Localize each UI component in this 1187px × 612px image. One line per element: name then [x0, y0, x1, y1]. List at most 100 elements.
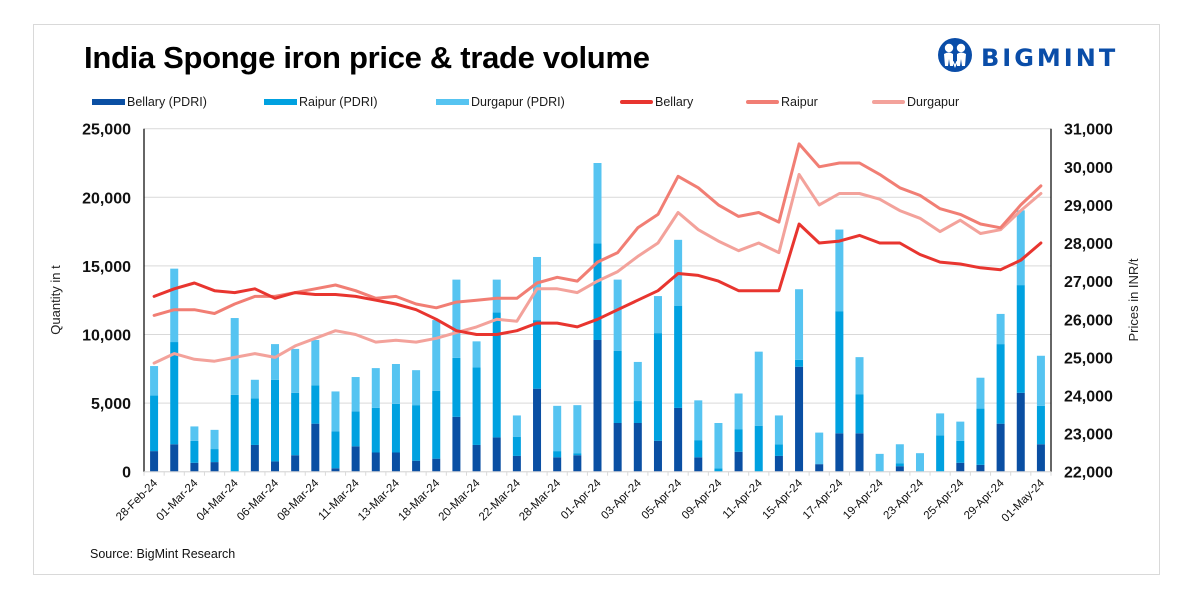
bar-durgapur-pdri	[976, 377, 985, 409]
bar-bellary-pdri	[815, 464, 824, 472]
x-tick-label: 28-Mar-24	[517, 477, 563, 523]
legend-line-bellary	[620, 100, 653, 104]
bar-raipur-pdri	[714, 468, 723, 472]
y-tick-label: 0	[122, 465, 131, 482]
bar-bellary-pdri	[573, 455, 582, 472]
legend-line-raipur	[746, 100, 779, 104]
y2-tick-label: 23,000	[1064, 427, 1113, 444]
legend-swatch-durgapur-pdri	[436, 99, 469, 105]
legend-item-bellary-pdri: Bellary (PDRI)	[92, 95, 207, 109]
y2-tick-label: 28,000	[1064, 236, 1113, 253]
bar-durgapur-pdri	[210, 429, 219, 450]
bar-durgapur-pdri	[653, 296, 662, 334]
bar-raipur-pdri	[512, 436, 521, 456]
bigmint-people-logo-icon	[937, 37, 973, 78]
bar-durgapur-pdri	[432, 320, 441, 391]
bar-bellary-pdri	[271, 461, 280, 472]
x-tick-label: 13-Mar-24	[356, 477, 402, 523]
bar-bellary-pdri	[351, 446, 360, 472]
chart-legend: Bellary (PDRI) Raipur (PDRI) Durgapur (P…	[0, 95, 1187, 113]
bar-raipur-pdri	[250, 398, 259, 445]
bar-bellary-pdri	[412, 460, 421, 472]
bar-durgapur-pdri	[593, 163, 602, 244]
bar-bellary-pdri	[250, 444, 259, 472]
bar-raipur-pdri	[230, 394, 239, 472]
chart-title: India Sponge iron price & trade volume	[84, 40, 650, 75]
bar-raipur-pdri	[331, 431, 340, 469]
bar-durgapur-pdri	[855, 357, 864, 395]
line-raipur	[152, 142, 1043, 317]
bar-durgapur-pdri	[774, 415, 783, 445]
bar-raipur-pdri	[1036, 405, 1045, 445]
y2-tick-label: 26,000	[1064, 312, 1113, 329]
y2-axis-title: Prices in INR/t	[1126, 258, 1141, 341]
y2-tick-label: 29,000	[1064, 198, 1113, 215]
bar-series	[150, 163, 1045, 472]
bar-durgapur-pdri	[391, 363, 400, 404]
bar-durgapur-pdri	[956, 421, 965, 441]
y2-tick-label: 27,000	[1064, 274, 1113, 291]
bar-durgapur-pdri	[915, 453, 924, 472]
bar-durgapur-pdri	[875, 453, 884, 472]
bar-bellary-pdri	[835, 433, 844, 472]
bar-bellary-pdri	[694, 457, 703, 472]
bar-bellary-pdri	[956, 462, 965, 472]
bar-raipur-pdri	[311, 385, 320, 424]
legend-swatch-raipur-pdri	[264, 99, 297, 105]
bar-raipur-pdri	[996, 344, 1005, 424]
bar-raipur-pdri	[271, 379, 280, 462]
bar-raipur-pdri	[452, 357, 461, 417]
bar-bellary-pdri	[391, 452, 400, 472]
bar-durgapur-pdri	[452, 279, 461, 358]
bar-raipur-pdri	[1016, 285, 1025, 393]
bar-bellary-pdri	[593, 339, 602, 472]
x-tick-label: 06-Mar-24	[235, 477, 281, 523]
bigmint-wordmark: BIGMINT	[981, 43, 1119, 72]
bar-raipur-pdri	[855, 394, 864, 434]
y-tick-label: 10,000	[82, 328, 131, 345]
bar-raipur-pdri	[412, 405, 421, 461]
bar-durgapur-pdri	[613, 279, 622, 351]
x-tick-label: 01-May-24	[1000, 477, 1048, 525]
bar-durgapur-pdri	[170, 268, 179, 343]
bar-raipur-pdri	[472, 367, 481, 445]
x-tick-label: 11-Mar-24	[316, 477, 362, 523]
bar-durgapur-pdri	[895, 444, 904, 464]
legend-line-durgapur	[872, 100, 905, 104]
x-tick-label: 01-Mar-24	[155, 477, 201, 523]
bar-raipur-pdri	[956, 440, 965, 463]
legend-item-raipur-pdri: Raipur (PDRI)	[264, 95, 378, 109]
legend-label: Durgapur (PDRI)	[471, 95, 565, 109]
bar-raipur-pdri	[694, 440, 703, 458]
bar-durgapur-pdri	[633, 361, 642, 402]
legend-label: Bellary	[655, 95, 694, 109]
bar-bellary-pdri	[1016, 392, 1025, 472]
x-tick-label: 17-Apr-24	[801, 477, 846, 522]
bar-durgapur-pdri	[512, 415, 521, 437]
bar-durgapur-pdri	[190, 426, 199, 441]
line-bellary	[152, 222, 1043, 336]
bar-bellary-pdri	[1036, 444, 1045, 472]
bar-durgapur-pdri	[331, 391, 340, 432]
legend-label: Bellary (PDRI)	[127, 95, 207, 109]
bar-bellary-pdri	[674, 407, 683, 472]
bar-bellary-pdri	[311, 423, 320, 472]
x-tick-label: 20-Mar-24	[437, 477, 483, 523]
bigmint-logo: BIGMINT	[937, 37, 1118, 78]
x-tick-label: 25-Apr-24	[922, 477, 967, 522]
bar-durgapur-pdri	[311, 339, 320, 386]
x-tick-label: 15-Apr-24	[761, 477, 806, 522]
bar-bellary-pdri	[633, 422, 642, 472]
bar-bellary-pdri	[976, 464, 985, 472]
bar-bellary-pdri	[150, 451, 159, 472]
bar-durgapur-pdri	[734, 393, 743, 430]
bar-raipur-pdri	[432, 390, 441, 459]
bar-durgapur-pdri	[835, 229, 844, 312]
bar-raipur-pdri	[391, 403, 400, 453]
x-tick-label: 28-Feb-24	[114, 477, 160, 523]
bar-bellary-pdri	[613, 422, 622, 472]
x-tick-label: 23-Apr-24	[881, 477, 926, 522]
bar-raipur-pdri	[613, 350, 622, 423]
bar-durgapur-pdri	[714, 422, 723, 469]
